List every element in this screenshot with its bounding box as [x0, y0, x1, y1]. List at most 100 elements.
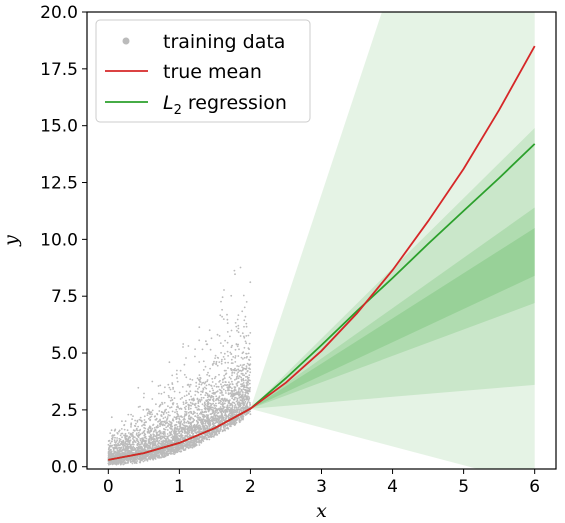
training-point [220, 398, 223, 400]
training-point [227, 399, 230, 402]
training-point [157, 454, 159, 456]
training-point [219, 406, 222, 408]
training-point [244, 315, 247, 318]
training-point [246, 411, 249, 413]
training-point [188, 443, 191, 446]
training-point [220, 390, 223, 392]
training-point [239, 369, 242, 372]
training-point [124, 436, 127, 439]
training-point [231, 401, 234, 404]
training-point [143, 392, 145, 395]
training-point [147, 408, 150, 411]
training-point [231, 397, 234, 400]
training-point [160, 443, 163, 446]
training-point [219, 342, 222, 344]
training-point [182, 428, 184, 431]
training-point [199, 411, 202, 414]
training-point [192, 424, 195, 427]
training-point [113, 439, 116, 442]
training-point [237, 393, 239, 396]
training-point [129, 445, 132, 448]
training-point [211, 431, 214, 434]
training-point [230, 404, 233, 406]
training-point [170, 406, 173, 409]
training-point [243, 336, 246, 339]
training-point [225, 417, 227, 419]
training-point [233, 402, 236, 405]
training-point [205, 437, 208, 439]
training-point [235, 378, 238, 380]
training-point [245, 406, 248, 408]
training-point [233, 269, 236, 272]
training-point [119, 447, 121, 449]
training-point [110, 450, 113, 453]
training-point [196, 426, 199, 429]
training-point [247, 347, 250, 350]
training-point [158, 442, 160, 444]
training-point [198, 429, 201, 431]
training-point [129, 452, 132, 455]
training-point [243, 395, 245, 397]
training-point [151, 447, 154, 449]
training-point [141, 432, 144, 435]
training-point [162, 454, 164, 456]
training-point [230, 369, 233, 372]
training-point [239, 266, 242, 269]
training-point [113, 461, 115, 464]
training-point [245, 356, 248, 359]
training-point [215, 385, 218, 388]
training-point [221, 401, 224, 404]
training-point [249, 413, 252, 416]
training-point [167, 394, 170, 397]
training-point [183, 438, 186, 440]
training-point [226, 410, 229, 413]
training-point [141, 457, 144, 460]
training-point [145, 421, 147, 424]
training-point [110, 429, 113, 432]
training-point [198, 438, 200, 440]
x-axis-label: x [316, 500, 327, 522]
training-point [197, 388, 199, 390]
training-point [185, 376, 188, 379]
training-point [248, 397, 251, 400]
training-point [245, 322, 248, 325]
training-point [215, 383, 217, 385]
training-point [116, 432, 119, 434]
training-point [237, 408, 240, 411]
training-point [236, 373, 239, 375]
training-point [172, 439, 175, 441]
training-point [204, 419, 206, 421]
training-point [245, 398, 248, 401]
training-point [213, 419, 216, 422]
training-point [239, 335, 242, 337]
training-point [178, 391, 181, 394]
training-point [176, 403, 179, 405]
training-point [235, 419, 238, 422]
training-point [190, 422, 193, 425]
training-point [245, 342, 248, 345]
training-point [234, 393, 237, 396]
training-point [115, 441, 118, 443]
training-point [213, 404, 216, 407]
training-point [227, 367, 229, 369]
training-point [170, 427, 173, 430]
training-point [208, 375, 211, 377]
training-point [249, 404, 252, 406]
training-point [121, 432, 124, 435]
training-point [231, 406, 234, 408]
training-point [215, 362, 218, 365]
training-point [204, 433, 207, 435]
training-point [171, 374, 174, 377]
training-point [117, 447, 120, 449]
training-point [153, 427, 156, 429]
training-point [151, 409, 154, 412]
training-point [148, 432, 151, 434]
training-point [117, 450, 120, 453]
training-point [220, 411, 223, 414]
training-point [131, 435, 133, 437]
training-point [198, 383, 201, 386]
training-point [210, 403, 213, 406]
training-point [172, 435, 175, 438]
training-point [237, 343, 240, 346]
training-point [230, 294, 233, 297]
